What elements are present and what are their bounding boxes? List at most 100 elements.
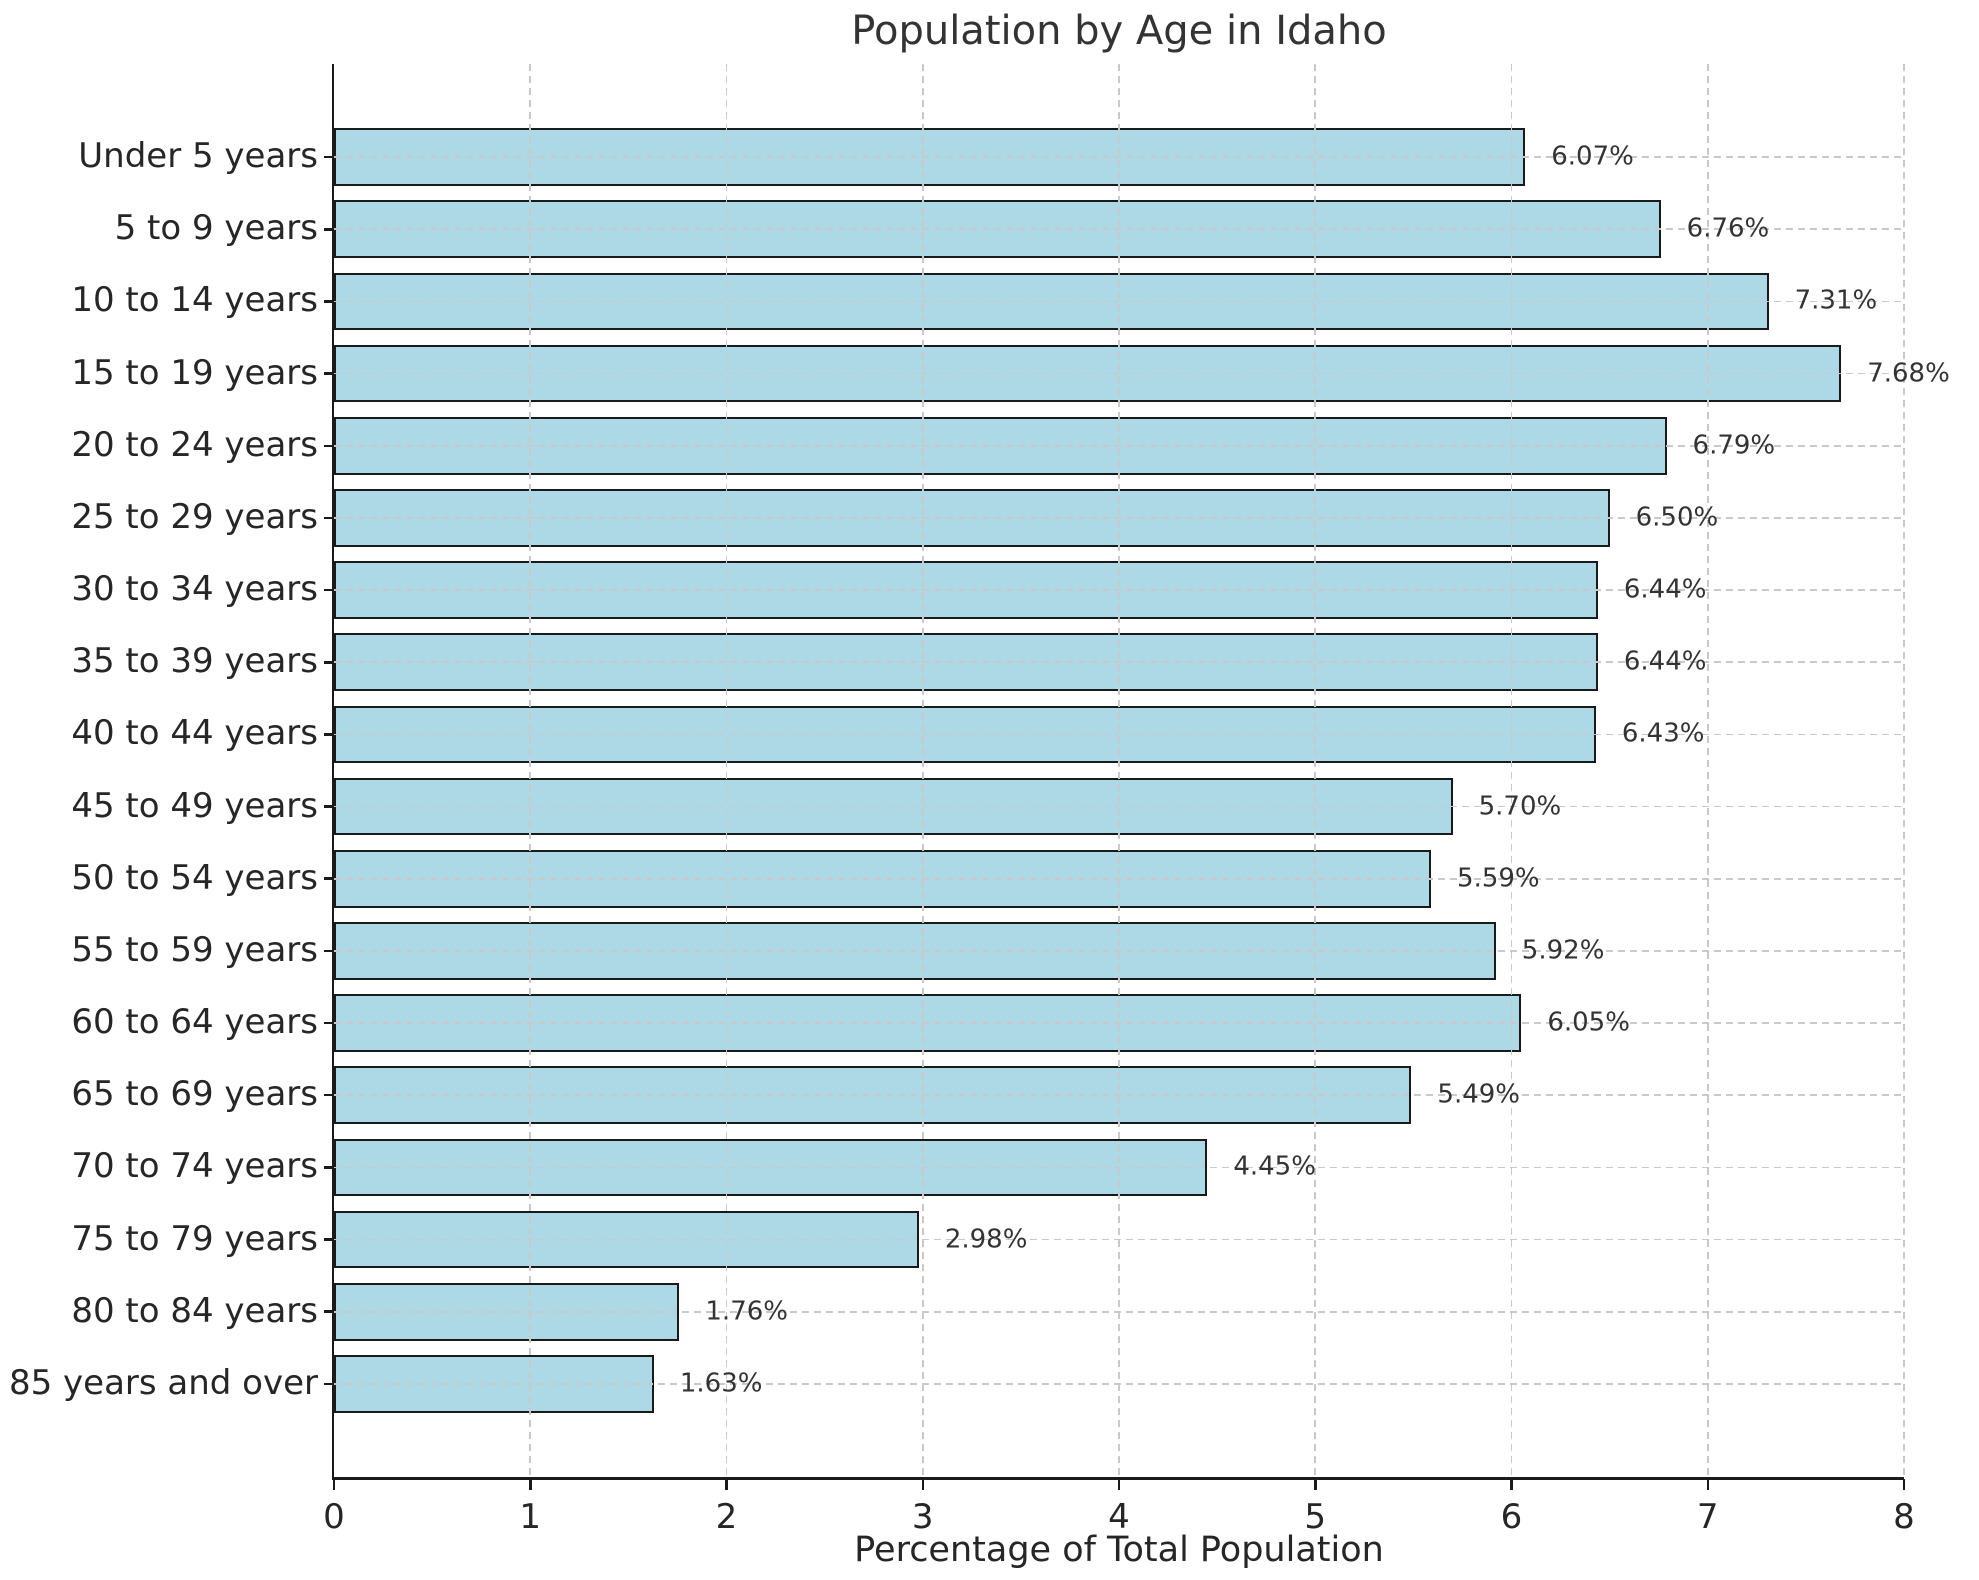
y-tick-label: 30 to 34 years xyxy=(71,569,318,610)
x-tick-mark xyxy=(1314,1479,1317,1490)
y-tick-mark xyxy=(324,444,334,447)
value-label: 5.59% xyxy=(1457,863,1540,894)
value-label: 7.31% xyxy=(1794,285,1878,316)
y-axis-line xyxy=(331,64,334,1480)
value-label: 6.07% xyxy=(1551,141,1634,172)
value-label: 5.70% xyxy=(1478,790,1562,821)
chart-title: Population by Age in Idaho xyxy=(851,8,1387,54)
h-gridline xyxy=(334,661,1904,664)
value-label: 6.44% xyxy=(1623,646,1707,677)
y-tick-mark xyxy=(324,1093,334,1097)
h-gridline xyxy=(334,1238,1904,1241)
h-gridline xyxy=(334,228,1904,231)
value-label: 6.05% xyxy=(1547,1007,1630,1038)
y-tick-label: 15 to 19 years xyxy=(71,352,318,393)
y-tick-label: 65 to 69 years xyxy=(71,1074,318,1115)
h-gridline xyxy=(334,1383,1904,1385)
y-tick-label: 80 to 84 years xyxy=(71,1290,318,1331)
y-tick-label: 5 to 9 years xyxy=(114,208,318,249)
x-tick-label: 8 xyxy=(1893,1497,1915,1537)
x-tick-mark xyxy=(1902,1479,1906,1490)
x-tick-mark xyxy=(332,1479,336,1490)
v-gridline xyxy=(529,64,532,1477)
value-label: 2.98% xyxy=(944,1223,1028,1254)
h-gridline xyxy=(334,1166,1904,1169)
h-gridline xyxy=(334,805,1904,808)
v-gridline xyxy=(725,64,728,1477)
y-tick-mark xyxy=(324,228,334,231)
x-tick-label: 1 xyxy=(519,1497,542,1537)
y-tick-mark xyxy=(324,877,334,880)
x-tick-label: 7 xyxy=(1696,1497,1719,1537)
x-tick-mark xyxy=(725,1479,728,1490)
h-gridline xyxy=(334,517,1904,519)
y-tick-mark xyxy=(324,949,334,953)
y-tick-label: 70 to 74 years xyxy=(71,1146,318,1187)
v-gridline xyxy=(1118,64,1120,1477)
v-gridline xyxy=(1706,64,1709,1477)
y-tick-mark xyxy=(324,661,334,664)
x-tick-label: 6 xyxy=(1500,1497,1523,1537)
x-tick-label: 2 xyxy=(715,1497,738,1537)
y-tick-mark xyxy=(324,1021,334,1025)
y-tick-mark xyxy=(324,805,334,808)
y-tick-label: 45 to 49 years xyxy=(71,785,318,826)
x-tick-mark xyxy=(921,1479,924,1490)
y-tick-label: 60 to 64 years xyxy=(71,1002,318,1043)
h-gridline xyxy=(334,733,1904,736)
y-tick-mark xyxy=(324,155,334,159)
h-gridline xyxy=(334,372,1904,375)
y-tick-label: 75 to 79 years xyxy=(71,1218,318,1259)
v-gridline xyxy=(921,64,924,1477)
y-tick-label: 85 years and over xyxy=(8,1363,318,1404)
v-gridline xyxy=(1510,64,1513,1477)
y-tick-mark xyxy=(324,300,334,303)
y-tick-mark xyxy=(324,733,334,736)
x-tick-mark xyxy=(1117,1479,1121,1490)
x-tick-mark xyxy=(1706,1479,1709,1490)
y-tick-mark xyxy=(324,1166,334,1169)
y-tick-mark xyxy=(324,1238,334,1241)
x-tick-label: 0 xyxy=(323,1497,345,1537)
y-tick-label: 20 to 24 years xyxy=(71,424,318,465)
value-label: 6.76% xyxy=(1686,213,1770,244)
value-label: 6.44% xyxy=(1623,574,1707,605)
x-tick-label: 5 xyxy=(1304,1497,1327,1537)
h-gridline xyxy=(334,877,1904,880)
h-gridline xyxy=(334,300,1904,303)
h-gridline xyxy=(334,156,1904,158)
value-label: 1.63% xyxy=(679,1368,763,1399)
value-label: 7.68% xyxy=(1867,357,1950,388)
x-tick-label: 4 xyxy=(1108,1497,1130,1537)
y-tick-mark xyxy=(324,372,334,375)
y-tick-mark xyxy=(324,588,334,592)
y-tick-mark xyxy=(324,1382,334,1386)
h-gridline xyxy=(334,1022,1904,1024)
value-label: 6.50% xyxy=(1635,502,1719,533)
y-tick-label: 10 to 14 years xyxy=(71,280,318,321)
x-tick-mark xyxy=(1510,1479,1513,1490)
value-label: 5.92% xyxy=(1521,935,1605,966)
y-tick-mark xyxy=(324,1310,334,1313)
x-axis-label: Percentage of Total Population xyxy=(854,1530,1384,1570)
value-label: 5.49% xyxy=(1437,1079,1521,1110)
y-tick-mark xyxy=(324,516,334,520)
x-tick-label: 3 xyxy=(911,1497,934,1537)
h-gridline xyxy=(334,444,1904,447)
value-label: 6.79% xyxy=(1692,430,1776,461)
value-label: 6.43% xyxy=(1621,718,1705,749)
h-gridline xyxy=(334,1310,1904,1313)
y-tick-label: 55 to 59 years xyxy=(71,930,318,971)
h-gridline xyxy=(334,1094,1904,1097)
h-gridline xyxy=(334,589,1904,591)
value-label: 4.45% xyxy=(1233,1151,1316,1182)
y-tick-label: 40 to 44 years xyxy=(71,713,318,754)
v-gridline xyxy=(1314,64,1317,1477)
v-gridline xyxy=(1903,64,1905,1477)
y-tick-label: 50 to 54 years xyxy=(71,857,318,898)
x-tick-mark xyxy=(529,1479,532,1490)
x-axis-line xyxy=(331,1477,1904,1480)
y-tick-label: 25 to 29 years xyxy=(71,497,318,538)
value-label: 1.76% xyxy=(705,1296,788,1327)
